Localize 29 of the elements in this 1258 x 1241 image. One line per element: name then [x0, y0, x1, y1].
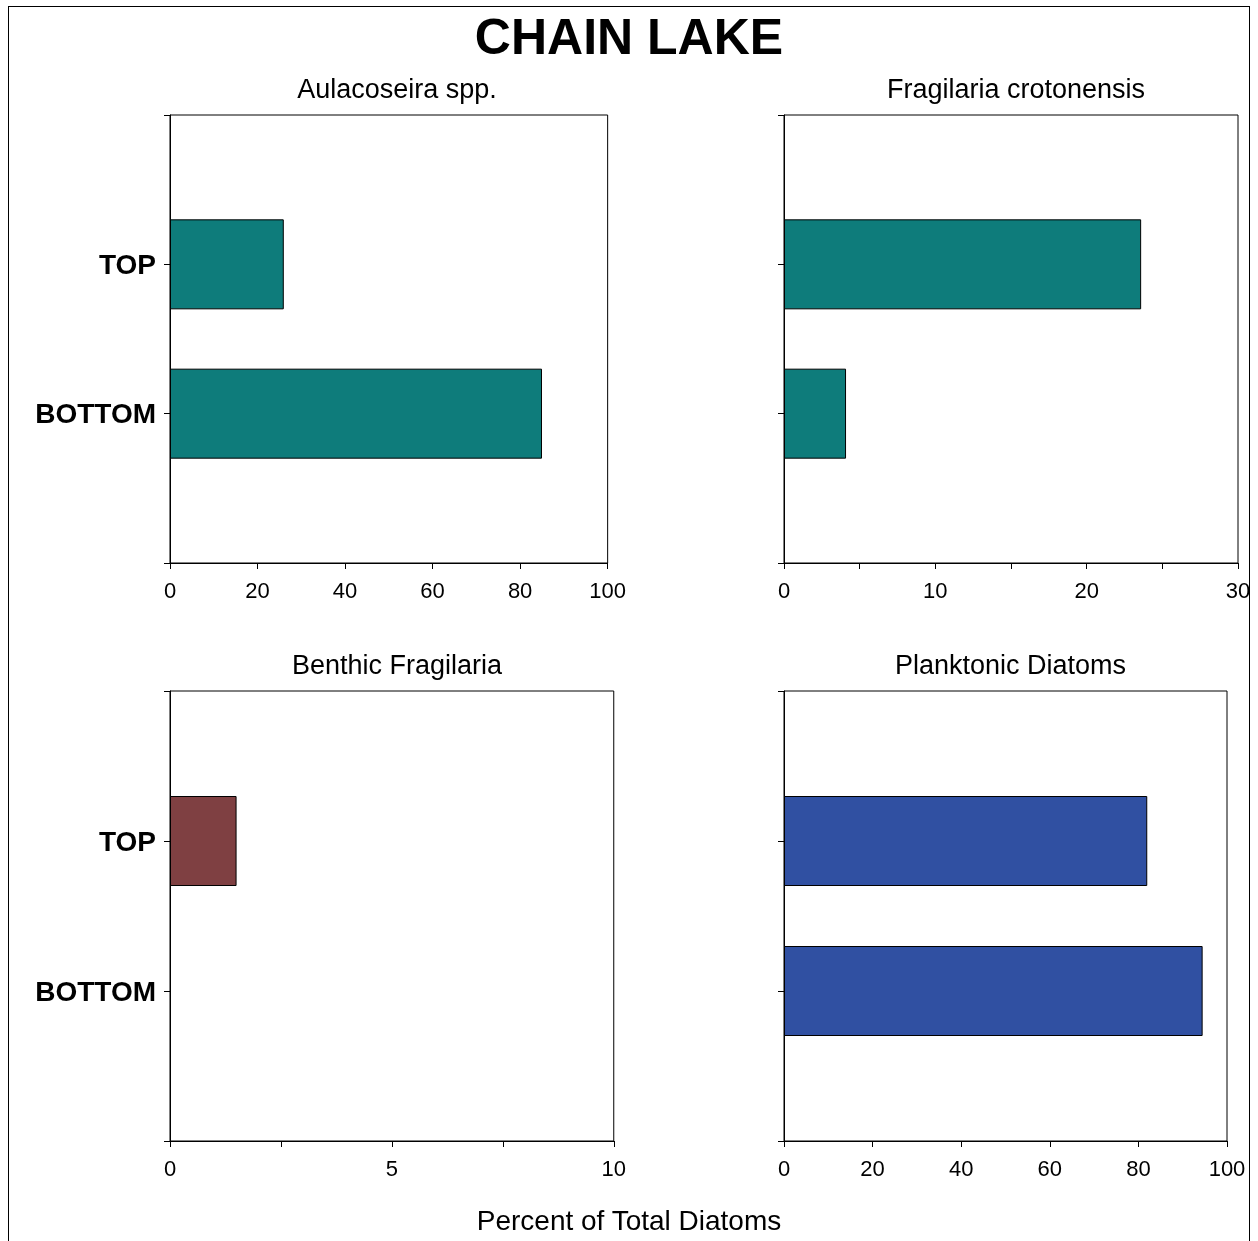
x-tick-label: 10 — [923, 577, 948, 603]
x-tick-label: 5 — [385, 1155, 399, 1181]
chart-title: Planktonic Diatoms — [894, 649, 1127, 680]
x-tick-label: 80 — [507, 577, 533, 603]
x-tick-label: 60 — [420, 577, 445, 603]
x-tick-label: 10 — [601, 1155, 627, 1181]
y-tick-label: TOP — [98, 248, 156, 280]
text: CHAIN LAKE — [473, 8, 785, 66]
x-tick-label: 20 — [245, 577, 270, 603]
y-tick-label: BOTTOM — [35, 398, 156, 430]
y-tick-label: BOTTOM — [35, 975, 156, 1007]
text: Percent of Total Diatoms — [475, 1205, 783, 1237]
x-tick-label: 100 — [1208, 1155, 1246, 1181]
x-tick-label: 0 — [163, 1155, 177, 1181]
x-tick-label: 80 — [1126, 1155, 1151, 1181]
x-tick-label: 0 — [777, 577, 791, 603]
x-tick-label: 40 — [332, 577, 358, 603]
chart-title: Benthic Fragilaria — [291, 649, 504, 680]
y-tick-label: TOP — [98, 825, 156, 857]
x-tick-label: 0 — [777, 1155, 791, 1181]
x-tick-label: 20 — [860, 1155, 885, 1181]
x-tick-label: 20 — [1074, 577, 1099, 603]
x-tick-label: 30 — [1225, 577, 1251, 603]
chart-title: Aulacoseira spp. — [297, 73, 497, 104]
x-tick-label: 100 — [589, 577, 627, 603]
x-tick-label: 40 — [948, 1155, 974, 1181]
chart-title: Fragilaria crotonensis — [886, 73, 1146, 104]
x-tick-label: 0 — [163, 577, 177, 603]
x-tick-label: 60 — [1037, 1155, 1063, 1181]
